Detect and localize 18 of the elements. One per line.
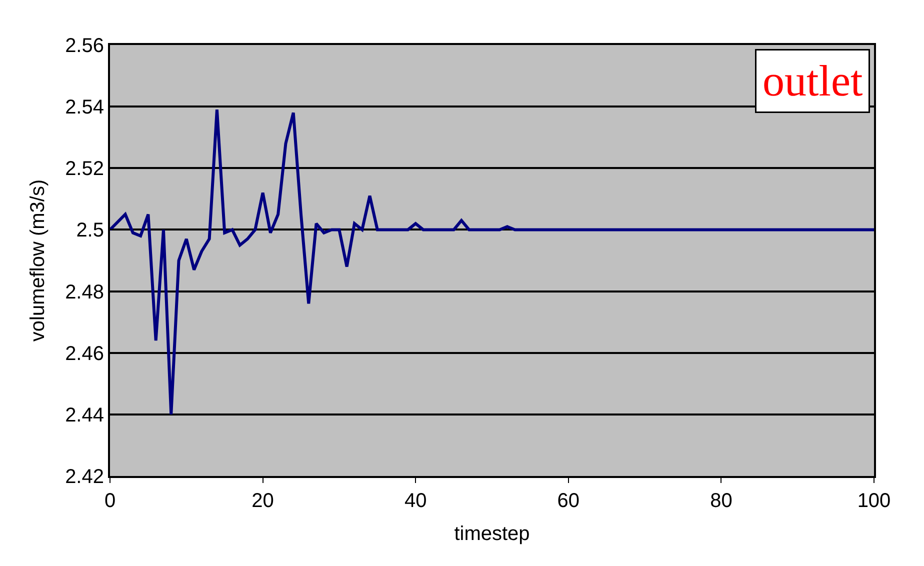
y-tick-label: 2.52 (65, 158, 104, 180)
x-tick-label: 100 (857, 490, 891, 512)
x-tick-label: 20 (252, 490, 274, 512)
line-series (110, 108, 874, 416)
y-axis-title: volumeflow (m3/s) (27, 179, 50, 342)
y-tick-label: 2.5 (76, 220, 104, 242)
y-tick-label: 2.42 (65, 466, 104, 488)
y-tick-label: 2.44 (65, 404, 104, 426)
x-tick-label: 40 (404, 490, 427, 512)
y-tick-label: 2.48 (65, 281, 104, 304)
y-tick-label: 2.46 (65, 342, 104, 365)
x-axis-title: timestep (454, 523, 530, 545)
x-tick-label: 0 (104, 490, 116, 512)
y-tick-label: 2.56 (65, 35, 104, 57)
y-tick-label: 2.54 (65, 96, 104, 119)
x-tick-label: 60 (557, 490, 580, 512)
annotation: outlet (762, 56, 863, 106)
x-tick-label: 80 (710, 490, 732, 512)
